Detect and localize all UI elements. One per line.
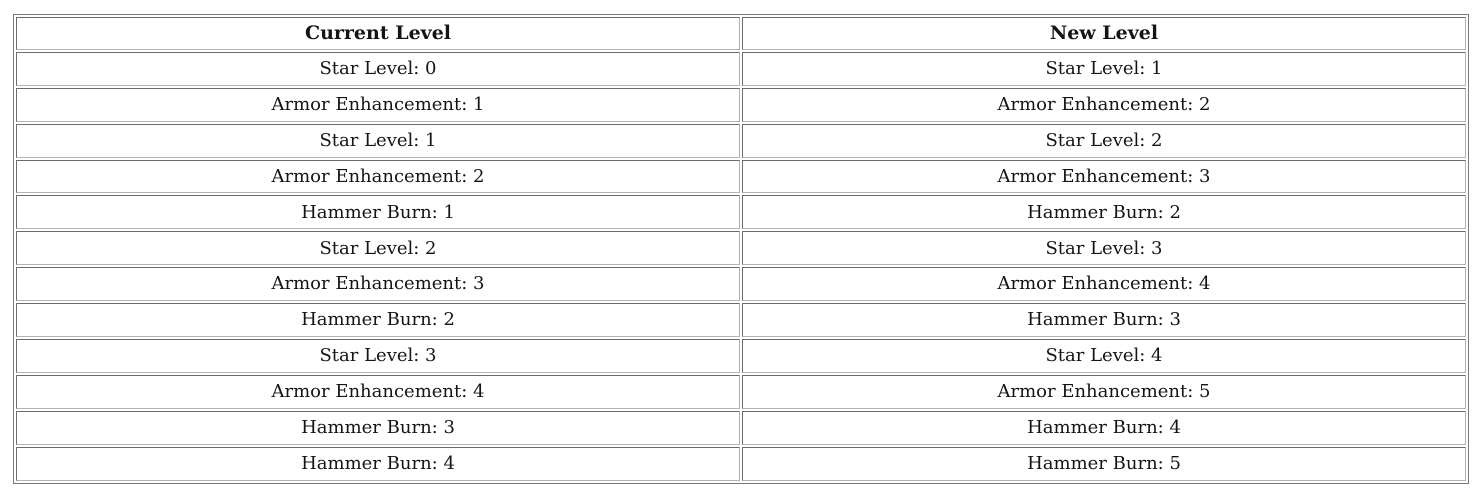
- new-level-cell: Hammer Burn: 5: [742, 446, 1466, 481]
- table-row: Hammer Burn: 3 Hammer Burn: 4: [16, 411, 1466, 445]
- current-level-cell: Armor Enhancement: 4: [16, 375, 740, 410]
- table-row: Armor Enhancement: 3 Armor Enhancement: 4: [16, 267, 1466, 302]
- table-row: Armor Enhancement: 2 Armor Enhancement: 3: [16, 159, 1466, 194]
- table-row: Hammer Burn: 4 Hammer Burn: 5: [16, 446, 1466, 481]
- current-level-cell: Armor Enhancement: 3: [16, 267, 740, 302]
- table-row: Star Level: 1 Star Level: 2: [16, 123, 1466, 158]
- table-row: Armor Enhancement: 4 Armor Enhancement: 5: [16, 375, 1466, 410]
- new-level-cell: Hammer Burn: 2: [742, 195, 1466, 230]
- level-upgrade-table: Current Level New Level Star Level: 0 Sta…: [13, 14, 1469, 484]
- table-header-row: Current Level New Level: [16, 17, 1466, 50]
- new-level-cell: Star Level: 4: [742, 339, 1466, 374]
- new-level-cell: Star Level: 3: [742, 231, 1466, 266]
- table-row: Hammer Burn: 2 Hammer Burn: 3: [16, 303, 1466, 338]
- new-level-cell: Hammer Burn: 4: [742, 411, 1466, 445]
- new-level-cell: Star Level: 2: [742, 123, 1466, 158]
- table-body: Star Level: 0 Star Level: 1 Armor Enhancem…: [16, 51, 1466, 481]
- new-level-cell: Star Level: 1: [742, 51, 1466, 86]
- current-level-cell: Hammer Burn: 3: [16, 411, 740, 445]
- table-row: Star Level: 2 Star Level: 3: [16, 231, 1466, 266]
- table-row: Star Level: 0 Star Level: 1: [16, 51, 1466, 86]
- current-level-cell: Star Level: 1: [16, 123, 740, 158]
- new-level-cell: Hammer Burn: 3: [742, 303, 1466, 338]
- current-level-cell: Armor Enhancement: 2: [16, 159, 740, 194]
- current-level-cell: Star Level: 0: [16, 51, 740, 86]
- new-level-cell: Armor Enhancement: 5: [742, 375, 1466, 410]
- column-header-current-level: Current Level: [16, 17, 740, 50]
- table-head: Current Level New Level: [16, 17, 1466, 50]
- table-row: Armor Enhancement: 1 Armor Enhancement: 2: [16, 87, 1466, 122]
- column-header-new-level: New Level: [742, 17, 1466, 50]
- current-level-cell: Armor Enhancement: 1: [16, 87, 740, 122]
- current-level-cell: Star Level: 2: [16, 231, 740, 266]
- current-level-cell: Hammer Burn: 4: [16, 446, 740, 481]
- new-level-cell: Armor Enhancement: 3: [742, 159, 1466, 194]
- current-level-cell: Hammer Burn: 1: [16, 195, 740, 230]
- table-row: Hammer Burn: 1 Hammer Burn: 2: [16, 195, 1466, 230]
- current-level-cell: Star Level: 3: [16, 339, 740, 374]
- current-level-cell: Hammer Burn: 2: [16, 303, 740, 338]
- new-level-cell: Armor Enhancement: 2: [742, 87, 1466, 122]
- table-row: Star Level: 3 Star Level: 4: [16, 339, 1466, 374]
- new-level-cell: Armor Enhancement: 4: [742, 267, 1466, 302]
